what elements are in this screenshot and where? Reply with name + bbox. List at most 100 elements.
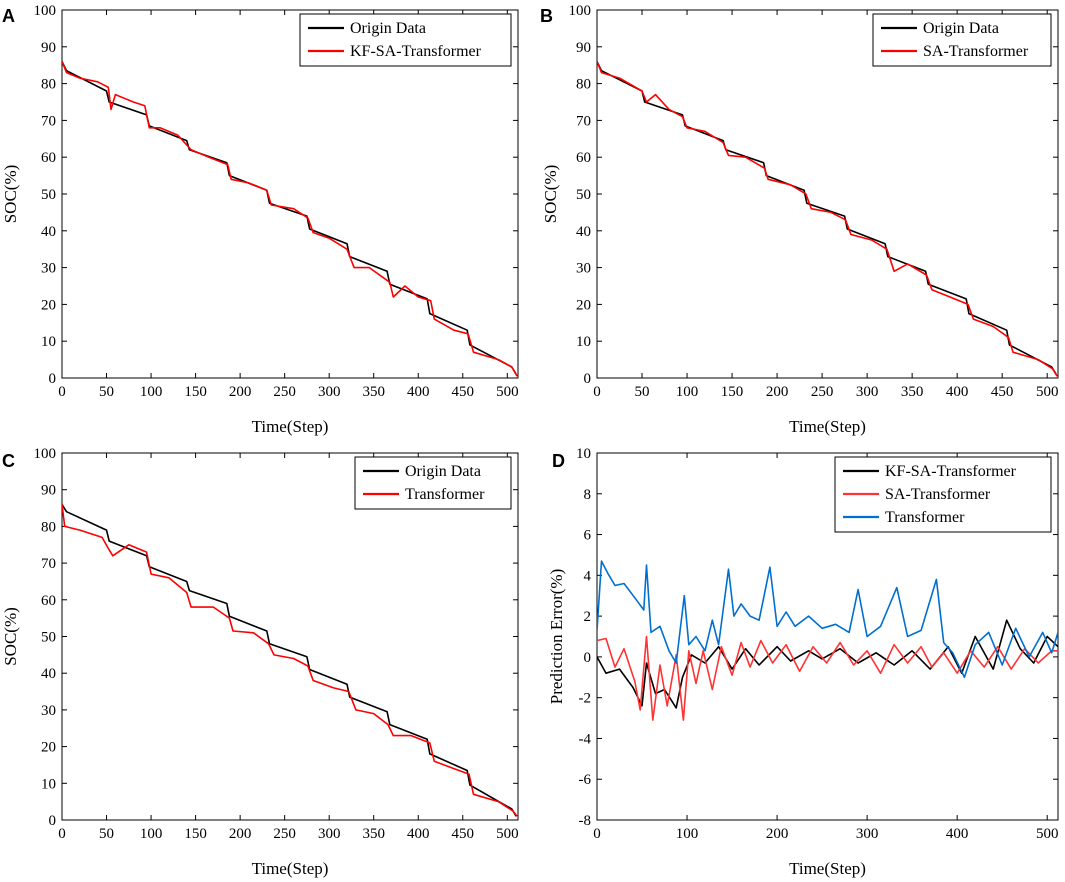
x-tick-label: 0 [593, 826, 601, 842]
y-tick-label: 4 [584, 568, 592, 584]
legend-box [834, 456, 1052, 533]
y-tick-label: -2 [579, 691, 592, 707]
y-tick-label: 20 [41, 297, 56, 313]
x-tick-label: 150 [184, 384, 207, 400]
y-tick-label: -8 [579, 813, 592, 829]
x-tick-label: 350 [362, 384, 385, 400]
y-tick-label: 90 [41, 483, 56, 499]
x-tick-label: 400 [946, 826, 969, 842]
y-tick-label: 80 [41, 77, 56, 93]
y-tick-label: 30 [576, 261, 591, 277]
x-tick-label: 450 [991, 384, 1014, 400]
x-tick-label: 150 [184, 826, 207, 842]
legend-entry: SA-Transformer [923, 43, 1029, 60]
x-axis-label: Time(Step) [252, 417, 329, 436]
y-tick-label: 40 [41, 666, 56, 682]
x-tick-label: 50 [99, 826, 114, 842]
legend-entry: Transformer [405, 486, 485, 503]
y-tick-label: 6 [584, 528, 592, 544]
legend-entry: Transformer [885, 509, 965, 526]
panel-letter: B [540, 6, 553, 26]
x-tick-label: 400 [946, 384, 969, 400]
x-tick-label: 250 [273, 826, 296, 842]
chart-panel-b: B 0 50 100 150 200 250 300 350 400 450 500 0 10 20 30 40… [540, 3, 1059, 436]
y-tick-label: 30 [41, 703, 56, 719]
series-line-origin-data [62, 503, 517, 817]
x-axis-label: Time(Step) [252, 859, 329, 878]
panel-letter: C [2, 451, 15, 471]
series-line-transformer [597, 560, 1058, 679]
y-tick-label: 90 [576, 40, 591, 56]
y-tick-label: 10 [576, 446, 591, 462]
x-tick-label: 250 [273, 384, 296, 400]
x-tick-label: 300 [318, 826, 341, 842]
x-tick-label: 300 [856, 384, 879, 400]
x-tick-label: 400 [407, 826, 430, 842]
x-tick-label: 450 [452, 384, 475, 400]
y-tick-label: 90 [41, 40, 56, 56]
x-tick-label: 100 [676, 826, 699, 842]
y-tick-label: 100 [569, 3, 592, 19]
x-tick-label: 200 [229, 384, 252, 400]
x-tick-label: 350 [901, 384, 924, 400]
series-line-origin-data [597, 61, 1057, 375]
y-tick-label: 10 [41, 334, 56, 350]
y-tick-label: 70 [576, 113, 591, 129]
y-axis-label: SOC(%) [541, 165, 560, 224]
x-tick-label: 0 [58, 826, 66, 842]
y-tick-label: 80 [576, 77, 591, 93]
series-line-origin-data [62, 61, 517, 375]
x-tick-label: 100 [140, 384, 163, 400]
x-tick-label: 0 [593, 384, 601, 400]
legend-entry: Origin Data [923, 20, 999, 37]
x-tick-label: 100 [140, 826, 163, 842]
y-tick-label: -4 [579, 731, 592, 747]
panel-letter: D [552, 451, 565, 471]
x-tick-label: 0 [58, 384, 66, 400]
y-tick-label: 20 [576, 297, 591, 313]
y-tick-label: 40 [41, 224, 56, 240]
series-line-kf-sa-transformer [597, 619, 1058, 709]
y-tick-label: 80 [41, 519, 56, 535]
y-tick-label: 0 [584, 650, 592, 666]
y-tick-label: 0 [49, 813, 57, 829]
x-tick-label: 50 [99, 384, 114, 400]
y-tick-label: 50 [41, 187, 56, 203]
legend-entry: Origin Data [405, 463, 481, 480]
chart-panel-d: D 0 100 200 300 400 500 -8 -6 -4 -2 0 2 4 6 8 10 Time(Ste… [547, 446, 1059, 878]
y-tick-label: 60 [41, 150, 56, 166]
y-tick-label: 30 [41, 261, 56, 277]
x-tick-label: 200 [766, 826, 789, 842]
x-tick-label: 500 [496, 826, 519, 842]
y-tick-label: 50 [576, 187, 591, 203]
y-tick-label: 100 [34, 3, 57, 19]
x-axis-label: Time(Step) [789, 417, 866, 436]
x-tick-label: 150 [721, 384, 744, 400]
y-tick-label: 20 [41, 740, 56, 756]
series-line-sa-transformer [597, 61, 1058, 377]
plot-frame [596, 452, 1059, 821]
series-line-kf-sa-transformer [62, 61, 518, 377]
y-tick-label: 10 [41, 776, 56, 792]
chart-panel-a: A 0 50 100 150 200 250 300 350 400 450 500 0 10 20 30 40… [1, 3, 519, 436]
y-tick-label: 40 [576, 224, 591, 240]
y-tick-label: 0 [49, 371, 57, 387]
x-tick-label: 500 [496, 384, 519, 400]
y-axis-label: SOC(%) [1, 165, 20, 224]
x-tick-label: 200 [229, 826, 252, 842]
x-tick-label: 400 [407, 384, 430, 400]
x-tick-label: 300 [318, 384, 341, 400]
legend-box [354, 456, 512, 510]
series-line-transformer [62, 504, 518, 817]
y-tick-label: 50 [41, 630, 56, 646]
x-tick-label: 350 [362, 826, 385, 842]
y-tick-label: 2 [584, 609, 592, 625]
x-axis-label: Time(Step) [789, 859, 866, 878]
y-tick-label: 100 [34, 446, 57, 462]
x-tick-label: 500 [1036, 826, 1059, 842]
y-tick-label: 60 [576, 150, 591, 166]
legend-entry: SA-Transformer [885, 486, 991, 503]
x-tick-label: 200 [766, 384, 789, 400]
chart-panel-c: C 0 50 100 150 200 250 300 350 400 450 500 0 10 20 30 40… [1, 446, 519, 878]
